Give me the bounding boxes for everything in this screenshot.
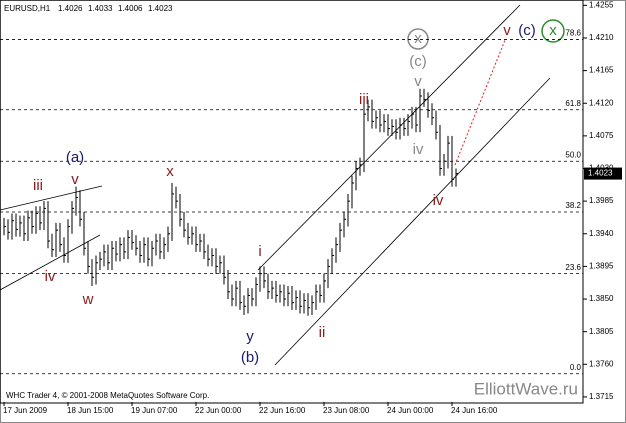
y-tick-label: 1.3805 <box>589 327 614 336</box>
y-tick-label: 1.3760 <box>589 359 614 368</box>
wave-label: (c) <box>409 53 427 70</box>
wave-label: (b) <box>241 349 259 366</box>
x-tick-label: 24 Jun 00:00 <box>387 406 434 415</box>
channel-upper <box>257 4 521 271</box>
y-tick-label: 1.3940 <box>589 229 614 238</box>
y-tick-label: 1.4165 <box>589 66 614 75</box>
circle-marker <box>407 28 429 50</box>
channel-lines <box>0 4 551 366</box>
fib-label: 50.0 <box>565 150 581 159</box>
wave-label: (c) <box>518 22 536 39</box>
wave-label: i <box>258 243 261 260</box>
wave-label: iii <box>33 177 43 194</box>
wave-label: ii <box>319 324 326 341</box>
wave-label: x <box>549 22 557 39</box>
circle-marker <box>541 19 565 43</box>
x-tick-label: 22 Jun 16:00 <box>259 406 306 415</box>
y-tick-label: 1.3715 <box>589 392 614 401</box>
x-tick-label: 19 Jun 07:00 <box>131 406 178 415</box>
wave-label: iv <box>433 192 444 209</box>
y-tick-label: 1.4255 <box>589 0 614 9</box>
wave-label: v <box>414 73 422 90</box>
x-tick-label: 18 Jun 15:00 <box>67 406 114 415</box>
wave-label: iv <box>413 141 424 158</box>
fib-label: 38.2 <box>565 201 581 210</box>
header-low: 1.4006 <box>118 4 143 13</box>
wave-label: v <box>503 22 511 39</box>
fib-label: 0.0 <box>570 363 582 372</box>
wave-label: x <box>414 30 422 47</box>
x-tick-label: 22 Jun 00:00 <box>195 406 242 415</box>
watermark: ElliottWave.ru <box>474 379 578 398</box>
x-tick-label: 24 Jun 16:00 <box>451 406 498 415</box>
wave-label: w <box>82 291 94 308</box>
header-symbol: EURUSD,H1 <box>4 4 51 13</box>
y-tick-label: 1.4075 <box>589 131 614 140</box>
wedge-upper <box>0 185 103 211</box>
wave-label: (a) <box>66 149 84 166</box>
header-open: 1.4026 <box>58 4 83 13</box>
wave-label: iv <box>45 268 56 285</box>
wave-label: y <box>246 328 254 345</box>
fib-label: 78.6 <box>565 29 581 38</box>
header-high: 1.4033 <box>88 4 113 13</box>
wedge-lower <box>0 234 101 291</box>
wave-label: v <box>71 171 79 188</box>
wave-label: x <box>166 163 174 180</box>
y-tick-label: 1.3850 <box>589 294 614 303</box>
channel-lower <box>274 77 551 366</box>
x-tick-label: 17 Jun 2009 <box>3 406 48 415</box>
y-tick-label: 1.3985 <box>589 196 614 205</box>
y-tick-label: 1.3895 <box>589 262 614 271</box>
y-tick-label: 1.4120 <box>589 98 614 107</box>
x-tick-label: 23 Jun 08:00 <box>323 406 370 415</box>
projection <box>454 39 506 166</box>
y-tick-label: 1.4210 <box>589 33 614 42</box>
last-price-tag <box>584 167 622 180</box>
fib-label: 23.6 <box>565 263 581 272</box>
header-close: 1.4023 <box>148 4 173 13</box>
copyright: WHC Trader 4, © 2001-2008 MetaQuotes Sof… <box>6 391 209 400</box>
wave-label: iii <box>359 91 369 108</box>
last-price-label: 1.4023 <box>588 169 613 178</box>
fib-label: 61.8 <box>565 99 581 108</box>
